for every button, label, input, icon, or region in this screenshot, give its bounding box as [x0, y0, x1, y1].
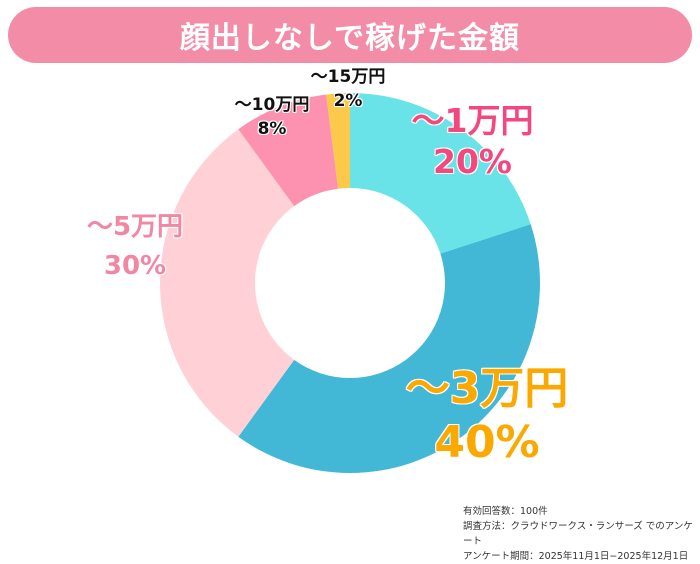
survey-notes: 有効回答数：100件 調査方法：クラウドワークス・ランサーズ でのアンケート ア…: [463, 504, 700, 564]
label-10man-pct: 8%: [257, 118, 287, 139]
label-15man: 〜15万円 2%: [298, 66, 398, 114]
label-10man: 〜10万円 8%: [222, 94, 322, 142]
label-3man-name: 〜3万円: [405, 363, 569, 414]
label-3man: 〜3万円 40%: [392, 362, 582, 469]
label-1man-pct: 20%: [433, 142, 512, 182]
label-5man-name: 〜5万円: [86, 212, 184, 242]
note-period: アンケート期間：2025年11月1日−2025年12月1日: [463, 551, 689, 562]
donut-slice: [326, 93, 350, 189]
label-15man-name: 〜15万円: [310, 67, 386, 87]
label-1man: 〜1万円 20%: [400, 100, 545, 183]
donut-slice: [350, 93, 531, 254]
note-responses: 有効回答数：100件: [463, 506, 548, 517]
label-10man-name: 〜10万円: [234, 95, 310, 115]
chart-title: 顔出しなしで稼げた金額: [179, 21, 521, 56]
label-15man-pct: 2%: [333, 90, 363, 111]
donut-slice: [238, 224, 540, 473]
donut-slice: [238, 94, 339, 207]
label-5man-pct: 30%: [103, 251, 167, 281]
label-5man: 〜5万円 30%: [70, 208, 200, 286]
note-method: 調査方法：クラウドワークス・ランサーズ でのアンケート: [463, 521, 693, 547]
donut-chart: [159, 93, 540, 473]
label-1man-name: 〜1万円: [411, 101, 534, 140]
donut-slice: [159, 129, 295, 437]
label-3man-pct: 40%: [434, 416, 540, 468]
title-banner: 顔出しなしで稼げた金額: [8, 7, 692, 63]
